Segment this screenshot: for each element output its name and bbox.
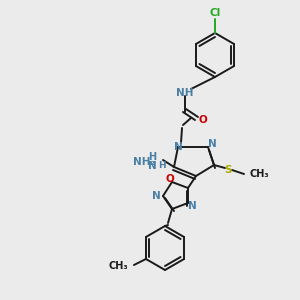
Text: H: H <box>148 152 156 162</box>
Text: N: N <box>208 139 216 149</box>
Text: N: N <box>152 191 160 201</box>
Text: NH₂: NH₂ <box>133 157 155 167</box>
Text: S: S <box>224 165 232 175</box>
Text: Cl: Cl <box>209 8 220 18</box>
Text: H: H <box>158 161 166 170</box>
Text: CH₃: CH₃ <box>250 169 270 179</box>
Text: N: N <box>148 161 156 171</box>
Text: O: O <box>166 174 174 184</box>
Text: O: O <box>199 115 207 125</box>
Text: NH: NH <box>176 88 194 98</box>
Text: N: N <box>174 142 182 152</box>
Text: N: N <box>188 201 196 211</box>
Text: CH₃: CH₃ <box>108 261 128 271</box>
